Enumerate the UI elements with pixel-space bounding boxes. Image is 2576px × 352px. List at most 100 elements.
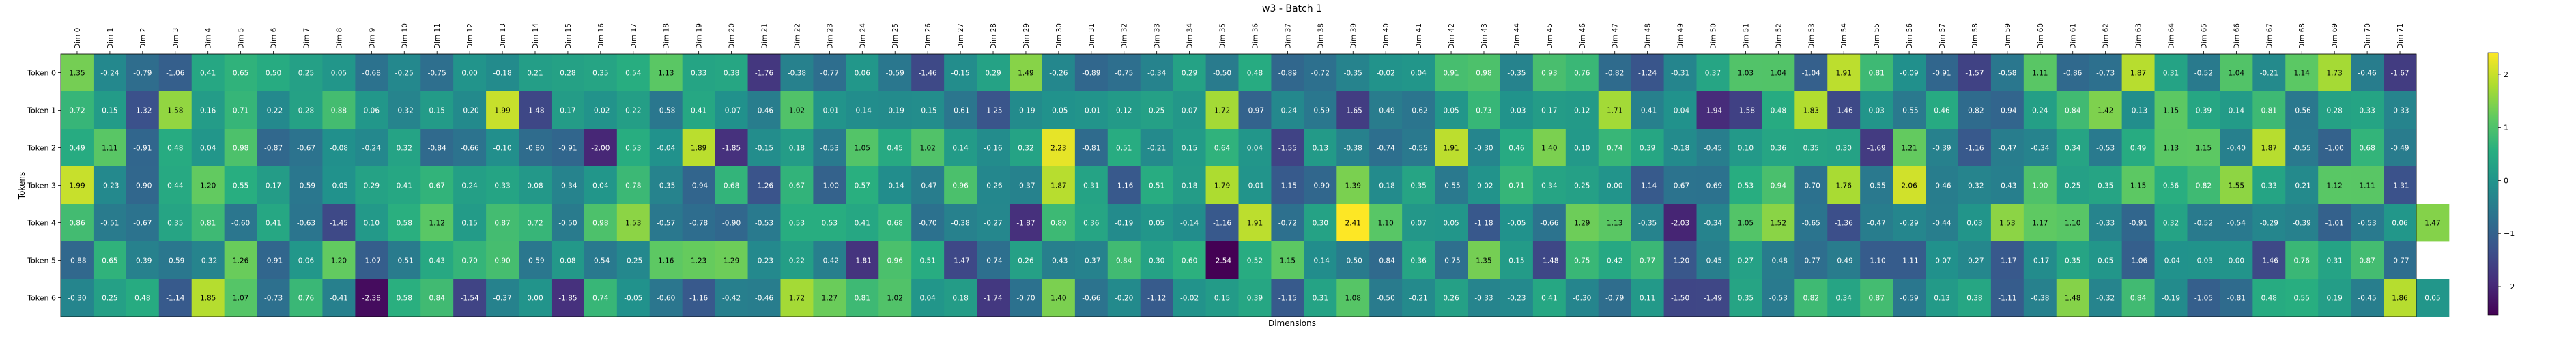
cell-value-label: 0.87 [494, 220, 510, 228]
heatmap-cell [2023, 166, 2057, 205]
cell-value-label: -1.32 [133, 107, 152, 115]
heatmap-cell [1958, 166, 1992, 205]
heatmap-cell [1140, 279, 1174, 317]
heatmap-cell [2023, 54, 2057, 92]
heatmap-cell [1304, 279, 1337, 317]
cell-value-label: -0.38 [951, 220, 970, 228]
heatmap-cell [2351, 91, 2384, 130]
cell-value-label: 0.25 [1149, 107, 1164, 115]
heatmap-cell [1304, 129, 1337, 167]
cell-value-label: -1.16 [1965, 145, 1984, 153]
heatmap-cell [1990, 204, 2024, 242]
column-tick-label: Dim 4 [205, 27, 213, 49]
heatmap-cell [2318, 166, 2351, 205]
heatmap-cell [977, 166, 1010, 205]
cell-value-label: 0.11 [1640, 295, 1655, 303]
cell-value-label: 1.47 [2424, 220, 2440, 228]
heatmap-cell [2416, 279, 2450, 317]
heatmap-cell [158, 129, 192, 167]
heatmap-cell [1435, 166, 1468, 205]
cell-value-label: -0.91 [2129, 220, 2147, 228]
heatmap-cell [1729, 241, 1762, 280]
heatmap-cell [911, 279, 945, 317]
heatmap-cell [322, 54, 356, 92]
heatmap-cell [1762, 54, 1795, 92]
cell-value-label: -0.58 [657, 107, 675, 115]
cell-value-label: -0.42 [820, 257, 839, 265]
heatmap-cell [682, 204, 716, 242]
cell-value-label: -0.43 [1049, 257, 1068, 265]
cell-value-label: -0.02 [591, 107, 610, 115]
cell-value-label: -0.38 [788, 70, 806, 78]
cell-value-label: 1.21 [1901, 145, 1917, 153]
heatmap-cell [1205, 166, 1239, 205]
heatmap-cell [2252, 54, 2286, 92]
heatmap-cell [1631, 129, 1664, 167]
heatmap-cell [1238, 54, 1272, 92]
column-tick-label: Dim 42 [1448, 23, 1456, 49]
heatmap-cell [1205, 91, 1239, 130]
cell-value-label: -0.03 [2194, 257, 2213, 265]
heatmap-cell [1369, 129, 1403, 167]
chart-title: w3 - Batch 1 [1262, 3, 1322, 14]
heatmap-cell [1336, 204, 1370, 242]
heatmap-cell [2023, 129, 2057, 167]
cell-value-label: 0.30 [1836, 145, 1852, 153]
cell-value-label: -0.54 [591, 257, 610, 265]
cell-value-label: -0.81 [1082, 145, 1100, 153]
column-tick-label: Dim 22 [793, 23, 801, 49]
heatmap-cell [1794, 279, 1828, 317]
cell-value-label: -1.49 [1704, 295, 1722, 303]
heatmap-cell [2384, 129, 2417, 167]
cell-value-label: 0.35 [2065, 257, 2080, 265]
heatmap-cell [224, 91, 257, 130]
heatmap-cell [1468, 241, 1501, 280]
heatmap-cell [1926, 166, 1959, 205]
cell-value-label: -1.74 [984, 295, 1002, 303]
cell-value-label: 1.00 [2032, 182, 2048, 190]
heatmap-cell [649, 166, 683, 205]
heatmap-cell [1827, 91, 1861, 130]
heatmap-cell [944, 241, 977, 280]
cell-value-label: 0.17 [266, 182, 281, 190]
cell-value-label: -0.66 [461, 145, 479, 153]
cell-value-label: -0.35 [1638, 220, 1657, 228]
heatmap-cell [322, 166, 356, 205]
heatmap-cell [1532, 166, 1566, 205]
cell-value-label: -0.27 [984, 220, 1002, 228]
column-tick-label: Dim 65 [2200, 23, 2208, 49]
column-tick-label: Dim 5 [238, 28, 246, 49]
heatmap-cell [1794, 129, 1828, 167]
heatmap-cell [2285, 166, 2319, 205]
cell-value-label: 1.49 [1018, 70, 1033, 78]
heatmap-cell [1336, 166, 1370, 205]
heatmap-cell [2154, 241, 2188, 280]
column-tick-label: Dim 50 [1709, 23, 1717, 49]
column-tick-label: Dim 12 [466, 23, 474, 49]
heatmap-cell [1107, 129, 1141, 167]
heatmap-cell [1893, 166, 1926, 205]
cell-value-label: 1.91 [1836, 70, 1852, 78]
cell-value-label: -0.51 [100, 220, 119, 228]
cell-value-label: -0.35 [1507, 70, 1526, 78]
cell-value-label: 0.22 [625, 107, 641, 115]
cell-value-label: -0.55 [1900, 107, 1918, 115]
heatmap-cell [1893, 241, 1926, 280]
cell-value-label: -0.34 [1704, 220, 1722, 228]
column-tick-label: Dim 29 [1022, 23, 1031, 49]
cell-value-label: -1.12 [1147, 295, 1166, 303]
cell-value-label: -0.29 [2260, 220, 2278, 228]
cell-value-label: 0.84 [2130, 295, 2147, 303]
column-tick-label: Dim 0 [74, 28, 82, 49]
cell-value-label: -0.01 [1082, 107, 1100, 115]
heatmap-cell [1271, 54, 1304, 92]
cell-value-label: -1.18 [1474, 220, 1493, 228]
heatmap-cell [1271, 204, 1304, 242]
cell-value-label: 0.55 [2294, 295, 2310, 303]
heatmap-cell [1565, 129, 1599, 167]
heatmap-cell [977, 129, 1010, 167]
heatmap-cell [224, 129, 257, 167]
heatmap-cell [1369, 54, 1403, 92]
cell-value-label: -0.49 [1377, 107, 1395, 115]
heatmap-cell [2220, 91, 2253, 130]
